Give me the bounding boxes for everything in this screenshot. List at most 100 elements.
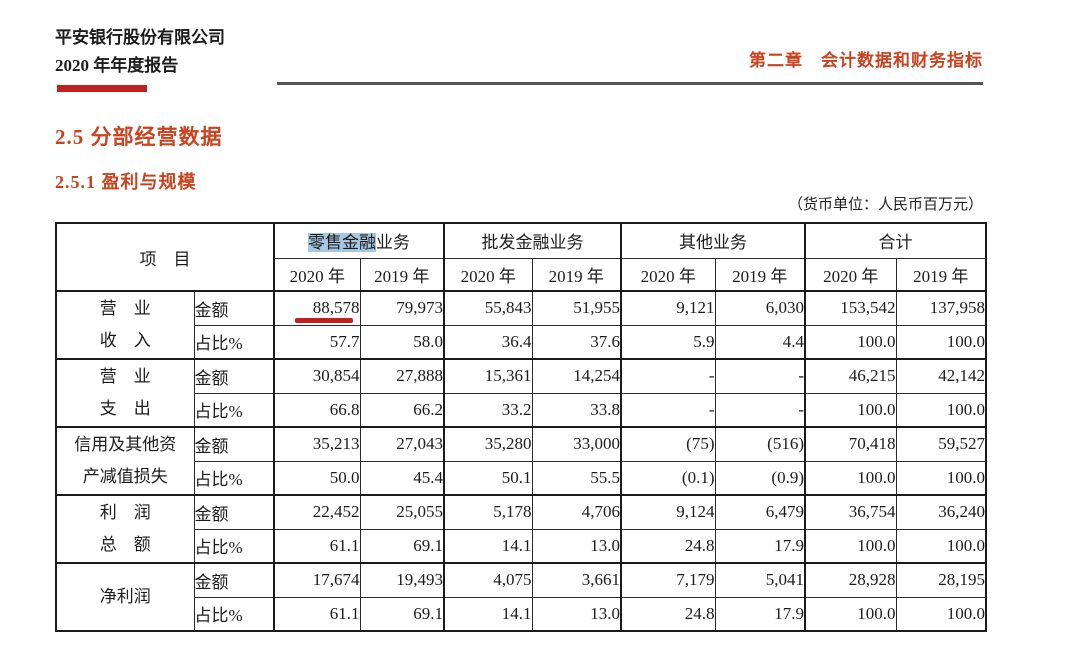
year-header-cell: 2020 年: [804, 257, 897, 292]
amount-cell: 5,041: [714, 562, 806, 598]
amount-cell: 33,000: [531, 426, 622, 462]
share-cell: 4.4: [714, 324, 806, 360]
amount-cell: 35,213: [273, 426, 361, 462]
metric-amount-label: 金额: [193, 562, 275, 598]
share-cell: 69.1: [359, 528, 445, 564]
amount-value: 88,578: [312, 298, 360, 318]
share-cell: (0.9): [714, 460, 806, 496]
share-cell: 100.0: [804, 392, 897, 428]
share-cell: 36.4: [443, 324, 533, 360]
amount-cell: 137,958: [895, 290, 987, 326]
table-row-net-profit-share: 占比% 61.1 69.1 14.1 13.0 24.8 17.9 100.0 …: [56, 596, 987, 632]
share-cell: 50.1: [443, 460, 533, 496]
share-cell: 66.8: [273, 392, 361, 428]
metric-share-label: 占比%: [193, 460, 275, 496]
amount-cell: 6,030: [714, 290, 806, 326]
amount-cell: 15,361: [443, 358, 533, 394]
segment-operating-table: 项 目 零售金融业务 批发金融业务 其他业务 合计 2020 年 2019 年 …: [55, 222, 987, 632]
red-underline-2020: [57, 85, 147, 92]
share-cell: 13.0: [531, 596, 622, 632]
year-header-cell: 2019 年: [531, 257, 622, 292]
row-label: 利 润 总 额: [55, 494, 195, 564]
share-cell: 5.9: [620, 324, 716, 360]
row-label: 营 业 支 出: [55, 358, 195, 428]
amount-cell: 88,578: [273, 290, 361, 326]
share-cell: 24.8: [620, 596, 716, 632]
share-cell: (0.1): [620, 460, 716, 496]
year-header-cell: 2019 年: [359, 257, 445, 292]
table-row-impairment-share: 占比% 50.0 45.4 50.1 55.5 (0.1) (0.9) 100.…: [56, 460, 987, 496]
row-label: 信用及其他资 产减值损失: [55, 426, 195, 496]
share-cell: 13.0: [531, 528, 622, 564]
share-cell: 100.0: [895, 528, 987, 564]
amount-cell: 7,179: [620, 562, 716, 598]
amount-cell: 25,055: [359, 494, 445, 530]
col-group-other: 其他业务: [620, 222, 806, 259]
amount-cell: 3,661: [531, 562, 622, 598]
amount-cell: (75): [620, 426, 716, 462]
item-header-cell: 项 目: [55, 222, 275, 292]
amount-cell: 51,955: [531, 290, 622, 326]
share-cell: 24.8: [620, 528, 716, 564]
year-header-cell: 2019 年: [895, 257, 987, 292]
amount-cell: 55,843: [443, 290, 533, 326]
share-cell: 100.0: [804, 460, 897, 496]
share-cell: 14.1: [443, 528, 533, 564]
share-cell: 17.9: [714, 528, 806, 564]
share-cell: 100.0: [804, 596, 897, 632]
amount-cell: 35,280: [443, 426, 533, 462]
amount-cell: -: [714, 358, 806, 394]
amount-cell: 27,888: [359, 358, 445, 394]
currency-unit-note: （货币单位：人民币百万元）: [787, 197, 983, 213]
retail-selection-highlight: 零售金融: [308, 233, 376, 253]
share-cell: 100.0: [895, 392, 987, 428]
metric-share-label: 占比%: [193, 528, 275, 564]
share-cell: 33.2: [443, 392, 533, 428]
share-cell: 57.7: [273, 324, 361, 360]
amount-cell: 4,075: [443, 562, 533, 598]
table-row-net-profit-amount: 净利润 金额 17,674 19,493 4,075 3,661 7,179 5…: [55, 562, 987, 632]
year-header-cell: 2020 年: [443, 257, 533, 292]
share-cell: 66.2: [359, 392, 445, 428]
amount-cell: 22,452: [273, 494, 361, 530]
amount-cell: 153,542: [804, 290, 897, 326]
share-cell: 37.6: [531, 324, 622, 360]
amount-cell: 27,043: [359, 426, 445, 462]
amount-cell: 14,254: [531, 358, 622, 394]
col-group-total: 合计: [804, 222, 987, 259]
amount-cell: 4,706: [531, 494, 622, 530]
subsection-heading: 2.5.1 盈利与规模: [55, 172, 197, 192]
amount-cell: 79,973: [359, 290, 445, 326]
amount-cell: 9,124: [620, 494, 716, 530]
table-row-revenue-share: 占比% 57.7 58.0 36.4 37.6 5.9 4.4 100.0 10…: [56, 324, 987, 360]
year-header-cell: 2019 年: [714, 257, 806, 292]
amount-cell: 46,215: [804, 358, 897, 394]
metric-amount-label: 金额: [193, 290, 275, 326]
chapter-header: 第二章 会计数据和财务指标: [749, 51, 983, 70]
table-row-expense-share: 占比% 66.8 66.2 33.2 33.8 - - 100.0 100.0: [56, 392, 987, 428]
table-header-groups: 项 目 零售金融业务 批发金融业务 其他业务 合计: [55, 222, 987, 292]
metric-amount-label: 金额: [193, 494, 275, 530]
share-cell: 100.0: [895, 324, 987, 360]
amount-cell: 5,178: [443, 494, 533, 530]
table-row-impairment-amount: 信用及其他资 产减值损失 金额 35,213 27,043 35,280 33,…: [55, 426, 987, 496]
amount-cell: 36,754: [804, 494, 897, 530]
row-label: 营 业 收 入: [55, 290, 195, 360]
amount-cell: 9,121: [620, 290, 716, 326]
metric-share-label: 占比%: [193, 392, 275, 428]
amount-cell: 59,527: [895, 426, 987, 462]
amount-cell: 70,418: [804, 426, 897, 462]
share-cell: 45.4: [359, 460, 445, 496]
share-cell: 61.1: [273, 596, 361, 632]
red-underline-highlight: [294, 317, 353, 323]
year-header-cell: 2020 年: [273, 257, 361, 292]
share-cell: 58.0: [359, 324, 445, 360]
amount-cell: 42,142: [895, 358, 987, 394]
metric-share-label: 占比%: [193, 596, 275, 632]
metric-amount-label: 金额: [193, 358, 275, 394]
amount-cell: -: [620, 358, 716, 394]
table-row-revenue-amount: 营 业 收 入 金额 88,578 79,973 55,843 51,955 9…: [55, 290, 987, 360]
share-cell: 100.0: [895, 596, 987, 632]
col-group-wholesale: 批发金融业务: [443, 222, 622, 259]
amount-cell: 28,195: [895, 562, 987, 598]
